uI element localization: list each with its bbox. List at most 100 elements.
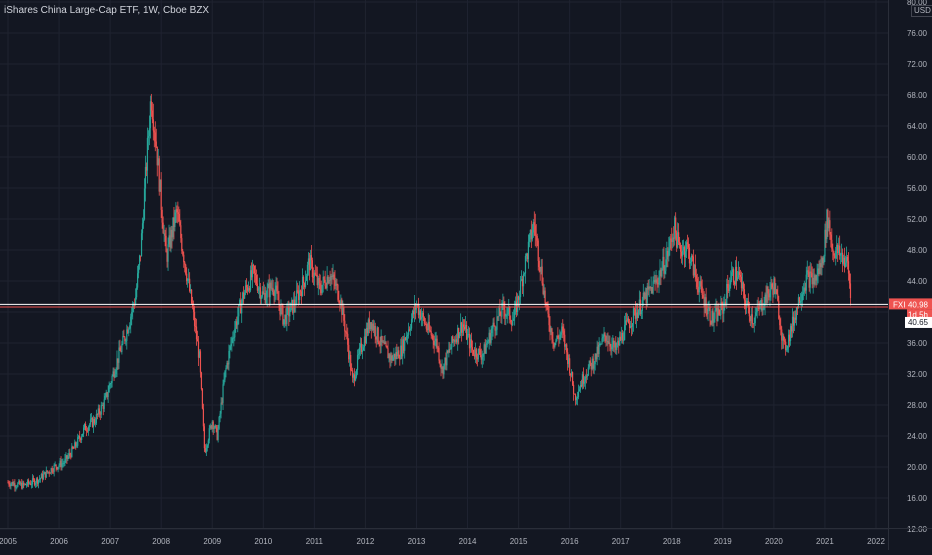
- candle: [9, 480, 11, 489]
- candle: [748, 301, 750, 323]
- candle-body: [562, 326, 564, 331]
- candle: [583, 376, 585, 387]
- candle-body: [579, 385, 582, 390]
- candle-body: [580, 385, 583, 387]
- candle: [316, 266, 318, 289]
- candle: [213, 425, 215, 434]
- candle: [755, 307, 757, 317]
- candle: [429, 325, 431, 333]
- candle: [46, 470, 48, 474]
- candle: [61, 458, 63, 471]
- candle-body: [789, 326, 792, 342]
- candle: [44, 471, 46, 480]
- candle: [148, 115, 150, 146]
- candle-body: [144, 166, 147, 189]
- candle: [750, 307, 752, 328]
- currency-label[interactable]: USD: [911, 5, 932, 17]
- candle-body: [194, 326, 197, 327]
- candle: [561, 322, 563, 338]
- candle-body: [837, 244, 839, 254]
- candle-body: [466, 334, 469, 340]
- candle-body: [656, 279, 658, 283]
- candle: [458, 327, 460, 345]
- candle-body: [147, 136, 150, 138]
- candle: [347, 327, 349, 352]
- candle: [570, 373, 572, 382]
- candle-body: [440, 364, 442, 369]
- candle-body: [524, 256, 527, 274]
- candle-body: [7, 482, 9, 484]
- candle-body: [797, 297, 800, 309]
- candle-body: [344, 320, 346, 332]
- candle-body: [382, 341, 384, 343]
- candle-body: [43, 472, 45, 475]
- candle-body: [399, 358, 401, 360]
- candle: [819, 259, 821, 275]
- candle-body: [281, 305, 283, 307]
- candle: [449, 342, 451, 354]
- candle: [622, 329, 624, 344]
- candle: [409, 323, 412, 336]
- candle-body: [204, 448, 206, 453]
- candle: [328, 276, 330, 284]
- candle: [418, 305, 421, 323]
- candle: [102, 402, 104, 416]
- candle: [299, 281, 301, 305]
- candle: [412, 306, 415, 319]
- candle: [327, 274, 329, 285]
- candle-body: [801, 294, 803, 301]
- candle: [631, 323, 634, 335]
- candle: [817, 263, 819, 284]
- candle-body: [606, 341, 608, 342]
- candle-body: [180, 225, 182, 239]
- candle: [374, 322, 376, 344]
- candle: [785, 338, 787, 356]
- candle: [783, 333, 785, 349]
- candle-body: [759, 302, 761, 309]
- candle: [657, 277, 659, 288]
- candle: [320, 280, 322, 296]
- candle-body: [775, 289, 777, 295]
- candle-body: [602, 337, 604, 339]
- candle-body: [738, 271, 741, 275]
- candle-body: [547, 305, 549, 314]
- candle: [417, 297, 420, 319]
- candle-body: [777, 294, 779, 301]
- candle-body: [802, 292, 804, 295]
- candle-body: [193, 311, 196, 327]
- candle-body: [619, 336, 621, 346]
- candle-body: [32, 478, 35, 480]
- candle-body: [107, 392, 109, 398]
- candle-body: [252, 265, 255, 267]
- candle: [89, 413, 92, 427]
- candle: [186, 267, 188, 285]
- candle-body: [210, 425, 212, 429]
- candle: [331, 267, 333, 285]
- candle-body: [663, 256, 665, 274]
- candle: [365, 322, 367, 345]
- candle-body: [781, 329, 783, 341]
- candle-body: [224, 370, 226, 380]
- candle: [145, 162, 148, 177]
- candle-body: [788, 334, 790, 346]
- candle: [103, 393, 105, 412]
- candle: [161, 206, 163, 229]
- candle: [468, 327, 471, 357]
- candle: [263, 284, 265, 301]
- candle-body: [362, 347, 365, 351]
- candle: [729, 277, 731, 297]
- candle: [731, 261, 733, 283]
- candle-body: [578, 389, 581, 392]
- candle: [284, 314, 286, 328]
- candle-body: [95, 414, 97, 424]
- candle-body: [572, 384, 575, 394]
- candle-body: [489, 332, 491, 343]
- candle-body: [843, 257, 846, 267]
- candle-body: [687, 243, 690, 248]
- candle-body: [622, 332, 624, 341]
- candle: [101, 402, 103, 406]
- candle: [313, 270, 315, 286]
- candle: [626, 313, 629, 323]
- candle-body: [114, 374, 116, 378]
